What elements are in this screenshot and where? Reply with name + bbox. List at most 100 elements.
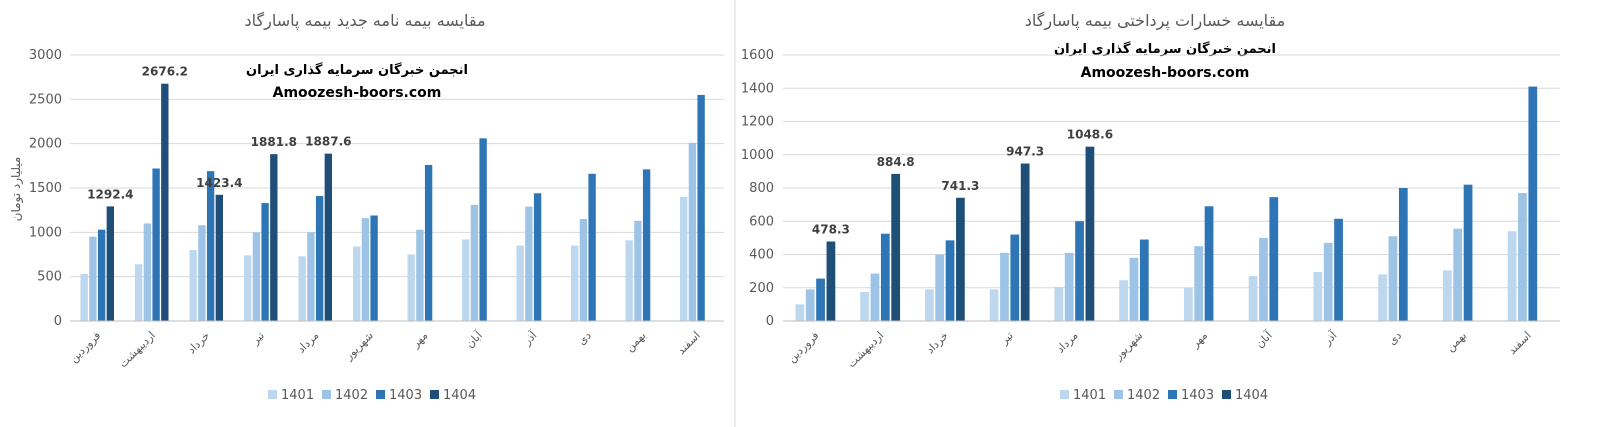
- legend-swatch: [376, 390, 385, 399]
- bar-1402: [198, 225, 206, 321]
- x-category-label: دی: [1385, 329, 1404, 348]
- legend-label: 1404: [443, 388, 476, 403]
- bar-1404: [215, 194, 224, 321]
- y-tick-label: 3000: [29, 48, 62, 63]
- bar-1401: [1054, 286, 1064, 321]
- chart-title: مقایسه بیمه نامه جدید بیمه پاسارگاد: [244, 11, 485, 31]
- bar-1401: [679, 196, 688, 321]
- bar-1403: [1204, 206, 1214, 321]
- bar-1402: [805, 289, 815, 321]
- bar-1401: [298, 256, 306, 321]
- bars: [783, 86, 1560, 322]
- bar-1403: [315, 195, 324, 321]
- data-label: 884.8: [877, 155, 915, 169]
- bar-1403: [206, 171, 215, 321]
- legend-label: 1404: [1235, 388, 1268, 403]
- claims-paid-chart: مقایسه خسارات پرداختی بیمه پاسارگاد انجم…: [741, 11, 1560, 403]
- y-tick-label: 600: [749, 214, 774, 229]
- y-axis-label: میلیارد تومان: [9, 157, 24, 222]
- bar-1402: [935, 254, 945, 321]
- bar-1403: [1528, 86, 1538, 322]
- bar-1402: [579, 219, 588, 321]
- legend-swatch: [430, 390, 439, 399]
- bar-1401: [1248, 276, 1258, 321]
- x-category-label: آذر: [1319, 328, 1340, 349]
- legend-swatch: [1114, 390, 1123, 399]
- new-policies-chart: مقایسه بیمه نامه جدید بیمه پاسارگاد انجم…: [9, 11, 724, 403]
- bar-1403: [1269, 197, 1279, 321]
- legend-label: 1403: [1181, 388, 1214, 403]
- bar-1403: [1334, 218, 1343, 321]
- bar-1404: [161, 83, 169, 321]
- bar-1403: [697, 94, 705, 322]
- bar-1402: [1000, 252, 1009, 321]
- bar-1401: [134, 264, 143, 321]
- y-tick-label: 2500: [29, 92, 62, 107]
- bar-1401: [989, 289, 999, 321]
- legend: 1401 1402 1403 1404: [1060, 388, 1268, 403]
- x-category-label: خرداد: [924, 329, 951, 356]
- y-tick-label: 200: [749, 281, 774, 296]
- y-tick-label: 1400: [741, 81, 774, 96]
- bar-1403: [1139, 239, 1149, 321]
- bar-1403: [1398, 188, 1408, 321]
- x-category-label: فروردین: [67, 329, 103, 365]
- x-category-label: تیر: [997, 329, 1016, 348]
- bar-1404: [324, 153, 333, 321]
- bar-1402: [307, 232, 315, 321]
- gridlines: [783, 54, 1560, 322]
- bar-1403: [1075, 221, 1084, 321]
- y-tick-label: 1000: [741, 148, 774, 163]
- bar-1403: [588, 173, 596, 321]
- data-label: 478.3: [812, 222, 850, 236]
- bar-1403: [816, 278, 825, 321]
- bar-1401: [1442, 270, 1452, 321]
- x-category-label: اسفند: [1506, 329, 1534, 357]
- bar-1402: [1453, 228, 1463, 321]
- y-tick-label: 1600: [741, 48, 774, 63]
- bar-1401: [1119, 280, 1128, 321]
- x-category-label: اسفند: [675, 329, 703, 357]
- bar-1403: [479, 138, 487, 321]
- x-category-label: مهر: [408, 329, 430, 351]
- bar-1402: [416, 229, 424, 321]
- bar-1402: [525, 206, 533, 321]
- x-category-label: آذر: [519, 328, 540, 349]
- bar-1401: [1507, 231, 1517, 321]
- x-category-label: مرداد: [295, 329, 322, 356]
- bar-1404: [956, 197, 965, 321]
- bar-1403: [97, 229, 106, 321]
- bar-1401: [795, 304, 805, 321]
- bar-1403: [1010, 234, 1020, 321]
- y-tick-label: 2000: [29, 137, 62, 152]
- y-tick-label: 1500: [29, 181, 62, 196]
- legend-label: 1402: [335, 388, 368, 403]
- bar-1401: [1313, 271, 1323, 321]
- legend-swatch: [1222, 390, 1231, 399]
- data-label: 2676.2: [142, 65, 188, 79]
- bar-1404: [891, 173, 901, 321]
- bar-1402: [143, 223, 152, 321]
- x-category-label: فروردین: [785, 329, 821, 365]
- y-axis-ticks: 0 200 400 600 800 1000 1200 1400 1600: [741, 48, 774, 329]
- bar-1401: [352, 246, 361, 321]
- x-category-label: بهمن: [1444, 329, 1469, 354]
- bar-1401: [516, 245, 524, 321]
- data-label: 1048.6: [1067, 128, 1113, 142]
- bar-1403: [370, 215, 378, 321]
- data-label: 1423.4: [196, 176, 242, 190]
- bar-1404: [106, 206, 115, 321]
- bar-1401: [1378, 274, 1387, 321]
- chart-title: مقایسه خسارات پرداختی بیمه پاسارگاد: [1025, 11, 1285, 31]
- bar-1401: [570, 245, 579, 321]
- bar-1401: [243, 255, 252, 321]
- bar-1401: [1183, 287, 1193, 321]
- bar-1404: [1085, 146, 1095, 321]
- bar-1403: [945, 240, 955, 321]
- bars: [70, 83, 724, 322]
- bar-1403: [261, 203, 269, 321]
- bar-1402: [1194, 246, 1204, 321]
- x-category-label: بهمن: [623, 329, 648, 354]
- data-label: 1881.8: [251, 135, 297, 149]
- bar-1402: [89, 236, 97, 321]
